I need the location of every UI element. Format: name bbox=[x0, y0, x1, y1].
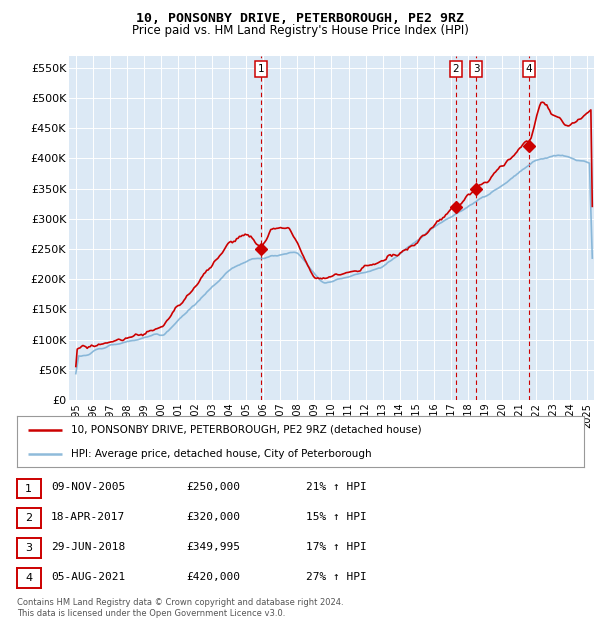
Text: 10, PONSONBY DRIVE, PETERBOROUGH, PE2 9RZ: 10, PONSONBY DRIVE, PETERBOROUGH, PE2 9R… bbox=[136, 12, 464, 25]
Text: 2: 2 bbox=[25, 513, 32, 523]
Text: 2: 2 bbox=[452, 64, 459, 74]
Text: 1: 1 bbox=[25, 484, 32, 494]
Text: 29-JUN-2018: 29-JUN-2018 bbox=[51, 542, 125, 552]
Text: 4: 4 bbox=[526, 64, 532, 74]
Text: £420,000: £420,000 bbox=[186, 572, 240, 582]
Text: Contains HM Land Registry data © Crown copyright and database right 2024.
This d: Contains HM Land Registry data © Crown c… bbox=[17, 598, 343, 618]
Text: 4: 4 bbox=[25, 573, 32, 583]
Text: £320,000: £320,000 bbox=[186, 512, 240, 522]
Text: 18-APR-2017: 18-APR-2017 bbox=[51, 512, 125, 522]
Text: 10, PONSONBY DRIVE, PETERBOROUGH, PE2 9RZ (detached house): 10, PONSONBY DRIVE, PETERBOROUGH, PE2 9R… bbox=[71, 425, 421, 435]
Text: 17% ↑ HPI: 17% ↑ HPI bbox=[306, 542, 367, 552]
Text: 3: 3 bbox=[25, 543, 32, 553]
Text: 3: 3 bbox=[473, 64, 479, 74]
Text: £349,995: £349,995 bbox=[186, 542, 240, 552]
Text: 1: 1 bbox=[257, 64, 264, 74]
Text: 27% ↑ HPI: 27% ↑ HPI bbox=[306, 572, 367, 582]
Text: £250,000: £250,000 bbox=[186, 482, 240, 492]
Text: 15% ↑ HPI: 15% ↑ HPI bbox=[306, 512, 367, 522]
Text: 09-NOV-2005: 09-NOV-2005 bbox=[51, 482, 125, 492]
Text: HPI: Average price, detached house, City of Peterborough: HPI: Average price, detached house, City… bbox=[71, 449, 371, 459]
Text: 05-AUG-2021: 05-AUG-2021 bbox=[51, 572, 125, 582]
Text: Price paid vs. HM Land Registry's House Price Index (HPI): Price paid vs. HM Land Registry's House … bbox=[131, 24, 469, 37]
Text: 21% ↑ HPI: 21% ↑ HPI bbox=[306, 482, 367, 492]
